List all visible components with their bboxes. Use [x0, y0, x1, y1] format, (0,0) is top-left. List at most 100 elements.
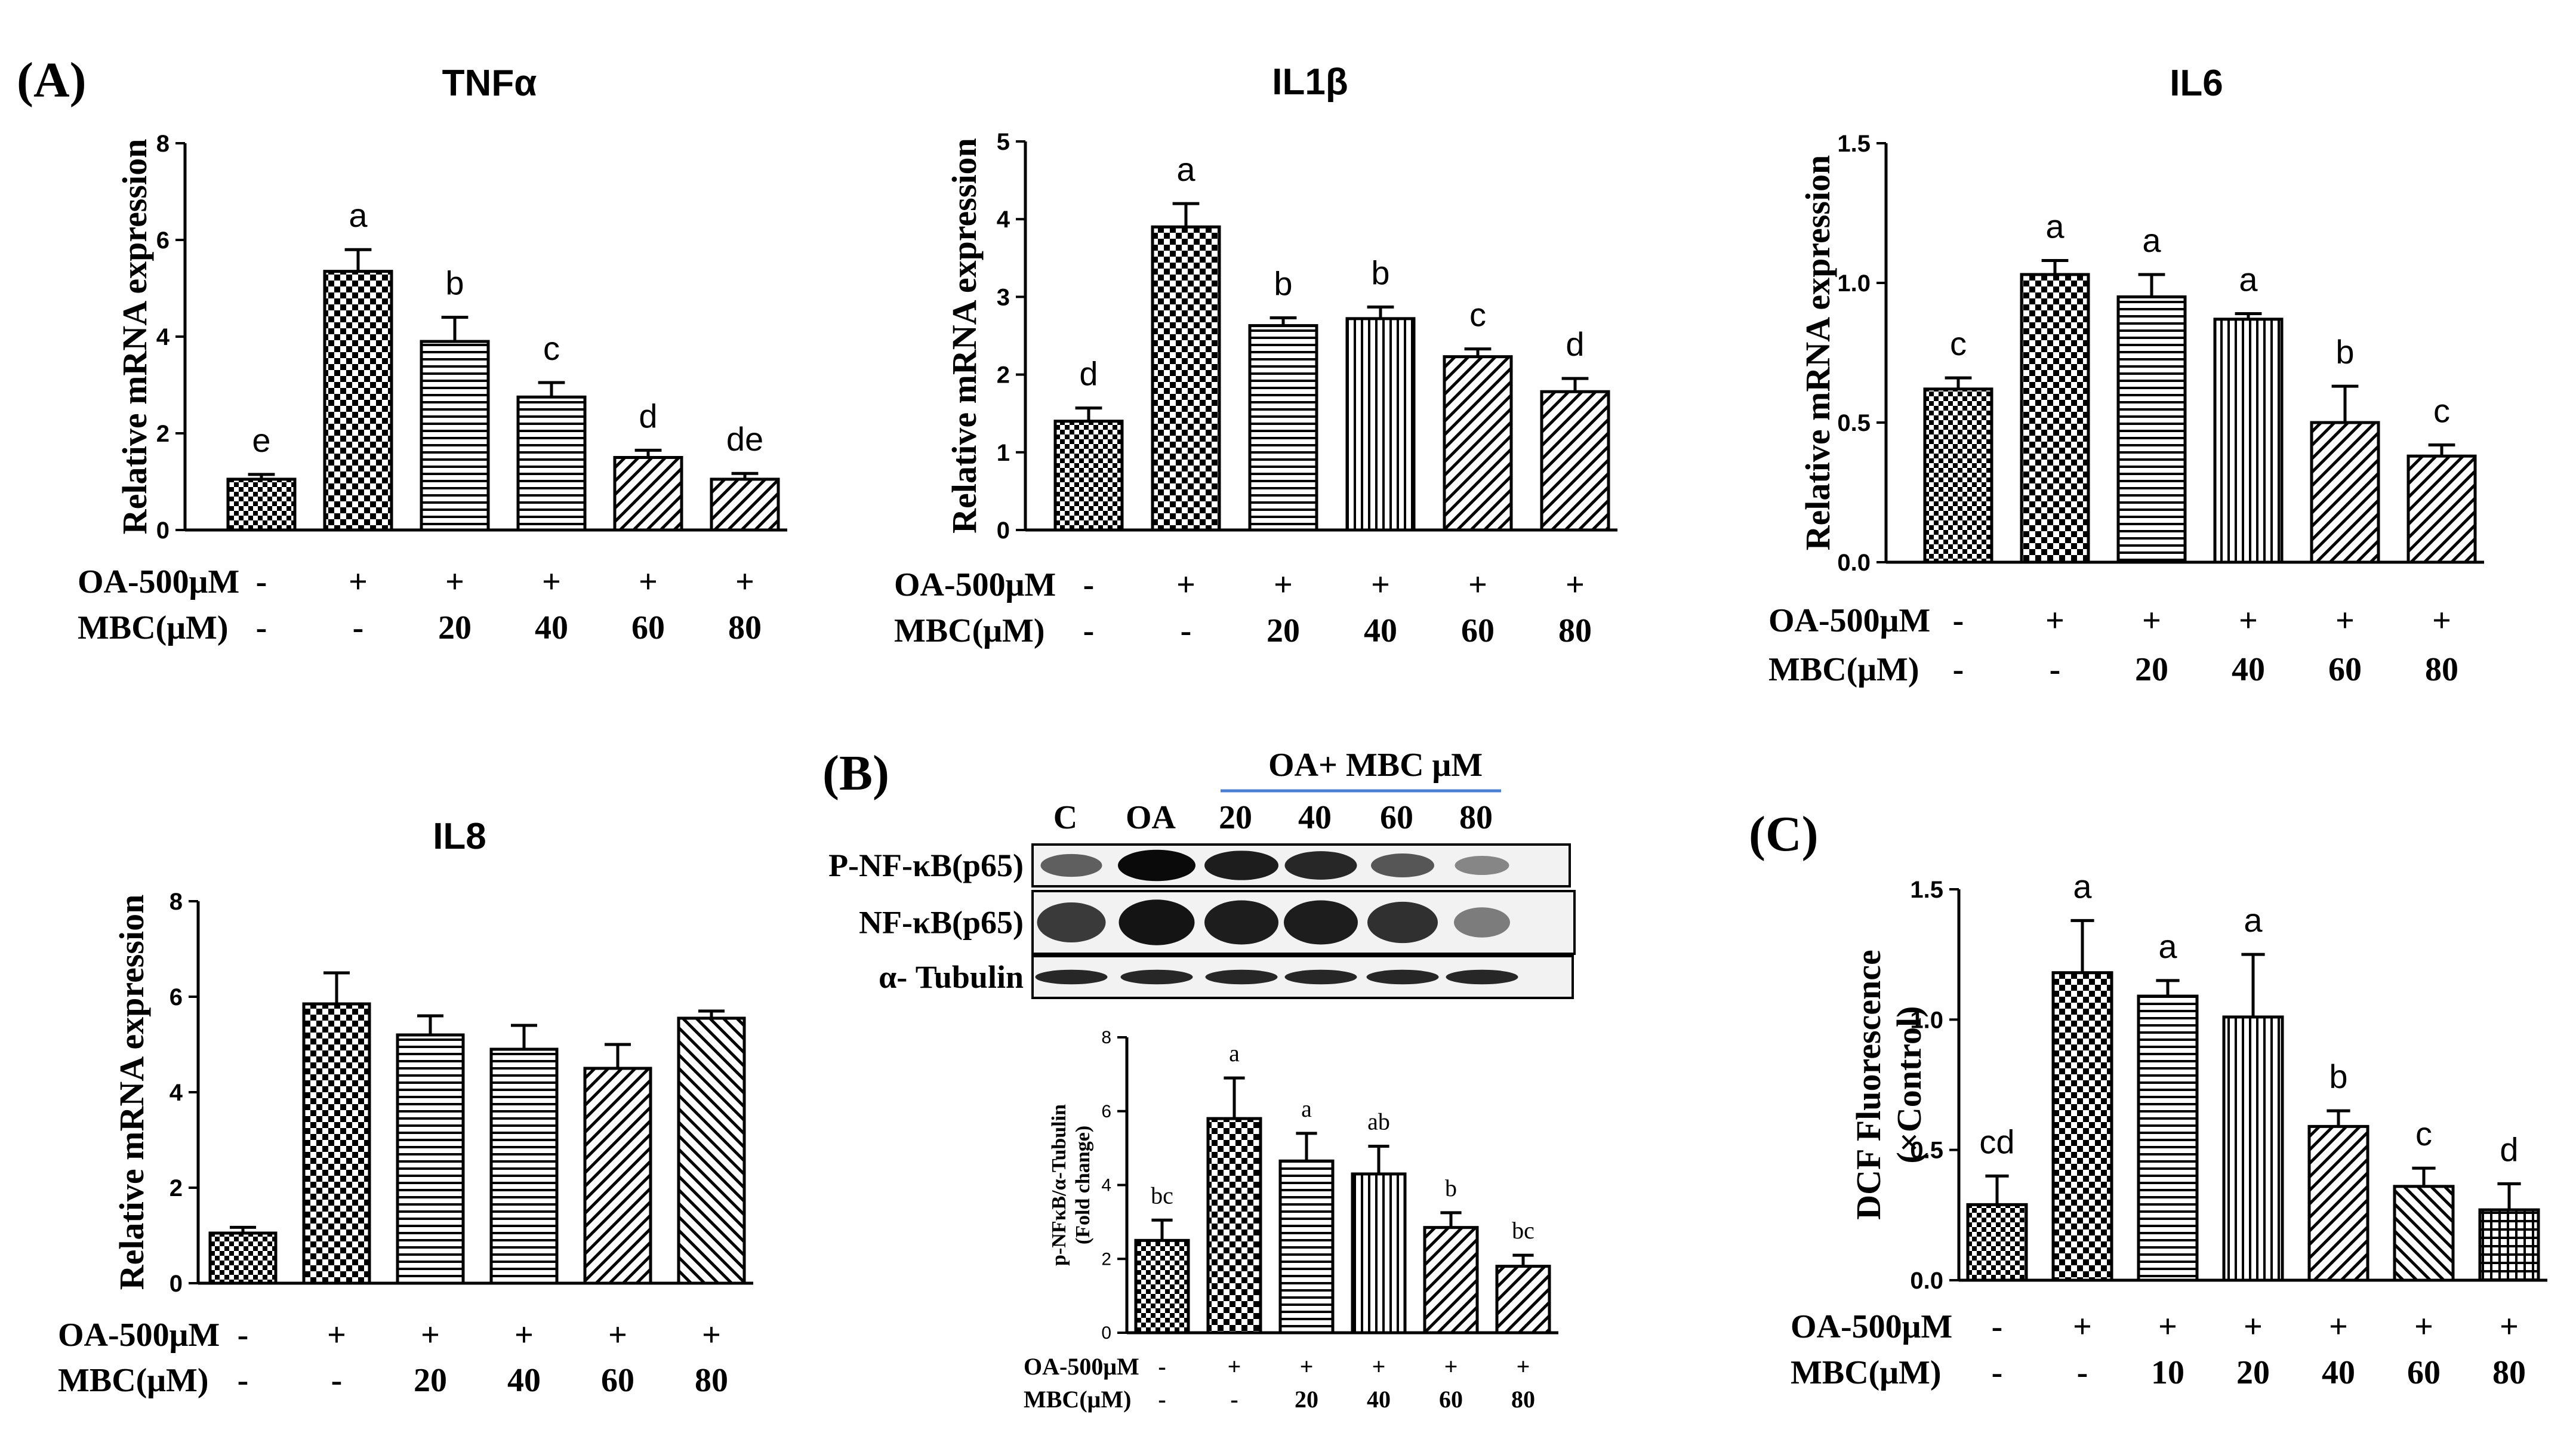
y-tick-label: 0.5	[1837, 410, 1871, 436]
oa-value: +	[2414, 1308, 2433, 1345]
mbc-value: -	[238, 1362, 249, 1399]
bar	[677, 1016, 746, 1285]
blot-band	[1454, 907, 1510, 938]
significance-letter: b	[445, 264, 464, 302]
bar	[1248, 324, 1318, 532]
mbc-value: 60	[1439, 1386, 1463, 1413]
significance-letter: a	[1176, 150, 1195, 188]
mbc-value: -	[353, 609, 364, 646]
oa-row-label: OA-500μM	[1024, 1353, 1139, 1380]
mbc-value: 40	[1367, 1386, 1391, 1413]
significance-letter: a	[349, 196, 368, 234]
chart-title: TNFα	[442, 63, 537, 104]
bar	[2307, 1124, 2369, 1282]
mbc-value: 60	[601, 1362, 634, 1399]
bar	[1540, 390, 1610, 532]
bar	[710, 477, 780, 532]
mbc-value: 60	[2407, 1354, 2441, 1391]
blot-column-label: 80	[1459, 799, 1493, 836]
significance-letter: cd	[1979, 1123, 2014, 1160]
oa-value: +	[1274, 566, 1293, 603]
oa-value: +	[1228, 1353, 1241, 1380]
blot-row-label: NF-κB(p65)	[859, 905, 1024, 941]
significance-letter: c	[2433, 392, 2450, 429]
oa-value: +	[1372, 1353, 1386, 1380]
panel-label-b: (B)	[822, 745, 889, 801]
y-tick-label: 2	[1101, 1249, 1111, 1269]
oa-value: +	[1566, 566, 1585, 603]
significance-letter: a	[2158, 927, 2177, 965]
mbc-value: 40	[507, 1362, 541, 1399]
chart-nfkb: 0 2 4 6 8 p-NFκB/α-Tubulin (Fold change) bc - - a +…	[1024, 1028, 1558, 1413]
oa-value: -	[1158, 1353, 1166, 1380]
mbc-value: -	[2050, 651, 2061, 688]
bar	[489, 1047, 559, 1285]
blot-row-label: α- Tubulin	[879, 959, 1024, 995]
mbc-value: 80	[695, 1362, 728, 1399]
oa-value: +	[514, 1317, 534, 1354]
mbc-row-label: MBC(μM)	[1768, 651, 1919, 688]
oa-row-label: OA-500μM	[78, 563, 239, 600]
blot-band	[1120, 969, 1193, 985]
blot-band	[1037, 902, 1106, 942]
blot-band	[1040, 853, 1102, 877]
significance-letter: d	[1566, 325, 1584, 363]
y-tick-label: 1.0	[1837, 270, 1871, 297]
bar	[613, 456, 683, 532]
mbc-value: 40	[2322, 1354, 2355, 1391]
mbc-value: -	[2077, 1354, 2088, 1391]
oa-value: +	[2329, 1308, 2348, 1345]
significance-letter: c	[2415, 1115, 2432, 1153]
y-tick-label: 5	[997, 129, 1010, 155]
y-tick-label: 1	[997, 440, 1010, 466]
bar	[583, 1067, 652, 1285]
bar	[420, 340, 490, 532]
oa-value: +	[2244, 1308, 2263, 1345]
oa-value: +	[1300, 1353, 1314, 1380]
y-axis-label: p-NFκB/α-Tubulin	[1048, 1104, 1070, 1266]
bar	[208, 1231, 278, 1285]
significance-letter: c	[1469, 296, 1486, 334]
y-axis-label: Relative mRNA expression	[112, 895, 151, 1290]
mbc-value: -	[1953, 651, 1964, 688]
blot-group-label: OA+ MBC μM	[1268, 747, 1483, 784]
blot-band	[1371, 853, 1434, 877]
mbc-value: 20	[438, 609, 472, 646]
bar	[2478, 1208, 2540, 1282]
y-tick-label: 0.5	[1910, 1138, 1943, 1164]
chart-il8: IL8 0 2 4 6 8 Relative mRNA expression - - + - +20 +…	[58, 816, 753, 1399]
y-axis-label: Relative mRNA expression	[1798, 155, 1837, 551]
y-tick-label: 6	[170, 984, 183, 1010]
bar	[1278, 1159, 1335, 1335]
bar	[1495, 1265, 1551, 1335]
bar	[2020, 273, 2090, 564]
oa-value: +	[1517, 1353, 1530, 1380]
y-tick-label: 1.0	[1910, 1007, 1943, 1033]
significance-letter: b	[1445, 1175, 1457, 1201]
significance-letter: ab	[1367, 1108, 1390, 1135]
blot-band	[1205, 969, 1278, 985]
blot-band	[1367, 901, 1438, 944]
y-axis-label: Relative mRNA expression	[945, 138, 984, 534]
oa-value: +	[1176, 566, 1195, 603]
mbc-value: 80	[2425, 651, 2458, 688]
mbc-value: 80	[728, 609, 762, 646]
mbc-value: 40	[1364, 612, 1397, 649]
western-blot: OA+ MBC μM C OA 20 40 60 80 P-NF-κB(p65) NF-κB(…	[828, 747, 1576, 999]
oa-value: +	[2335, 602, 2355, 639]
oa-value: +	[327, 1317, 346, 1354]
bar	[1351, 1172, 1407, 1335]
oa-value: +	[2239, 602, 2258, 639]
y-tick-label: 4	[1101, 1176, 1111, 1195]
significance-letter: a	[1229, 1040, 1240, 1067]
y-axis-label-line2: (Fold change)	[1072, 1126, 1094, 1244]
chart-title: IL8	[433, 816, 486, 857]
significance-letter: a	[2073, 867, 2092, 905]
blot-band	[1204, 850, 1278, 880]
bar	[1443, 355, 1513, 532]
y-tick-label: 2	[170, 1175, 183, 1201]
bar	[2393, 1185, 2455, 1282]
y-axis-label-line2: (×Control)	[1890, 1006, 1928, 1164]
bar	[1206, 1117, 1262, 1335]
blot-row-label: P-NF-κB(p65)	[828, 848, 1024, 883]
